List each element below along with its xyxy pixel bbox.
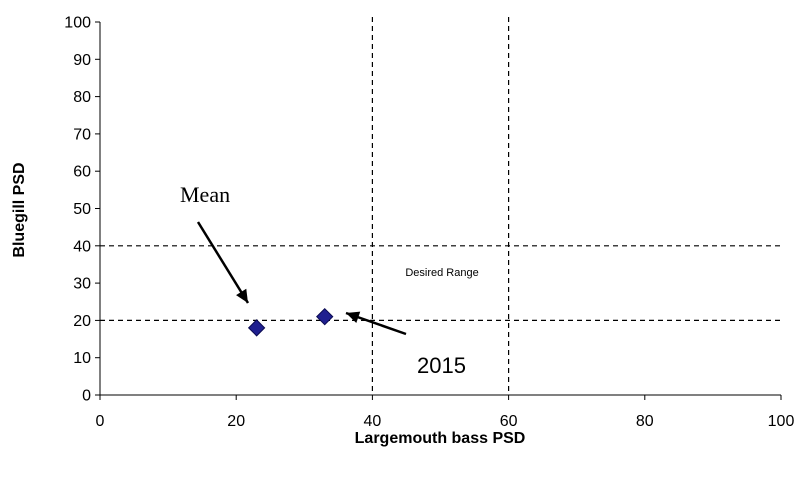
data-point-diamond [247, 319, 266, 337]
y-axis-title: Bluegill PSD [11, 162, 28, 257]
data-points [247, 307, 334, 337]
annotation-2015: 2015 [417, 353, 466, 378]
y-tick-label: 80 [73, 89, 91, 106]
mean-arrow [196, 221, 250, 304]
y-tick-label: 0 [82, 388, 91, 405]
x-tick-label: 40 [364, 413, 382, 430]
reference-lines [100, 17, 781, 395]
arrow-shaft [196, 221, 250, 304]
ticks: 0 10 20 30 40 50 60 70 80 90 100 0 20 40 60 80 100 [64, 15, 794, 431]
arrow-2015 [345, 311, 407, 336]
axes [99, 22, 781, 396]
annotation-mean: Mean [180, 182, 230, 207]
data-point-diamond [316, 307, 334, 326]
arrow-head [236, 288, 248, 303]
x-tick-label: 80 [636, 413, 654, 430]
y-tick-label: 70 [73, 126, 91, 143]
y-tick-label: 90 [73, 52, 91, 69]
arrow-head [346, 311, 361, 323]
x-tick-label: 100 [768, 413, 795, 430]
x-tick-label: 0 [96, 413, 105, 430]
annotation-arrows [196, 221, 407, 336]
x-axis-title: Largemouth bass PSD [355, 430, 526, 447]
x-tick-label: 60 [500, 413, 518, 430]
y-tick-label: 40 [73, 238, 91, 255]
y-tick-label: 60 [73, 164, 91, 181]
y-tick-label: 10 [73, 350, 91, 367]
y-tick-label: 20 [73, 313, 91, 330]
y-tick-label: 100 [64, 15, 91, 32]
annotation-desired-range: Desired Range [405, 267, 478, 279]
x-tick-label: 20 [227, 413, 245, 430]
y-tick-label: 30 [73, 276, 91, 293]
y-tick-label: 50 [73, 201, 91, 218]
